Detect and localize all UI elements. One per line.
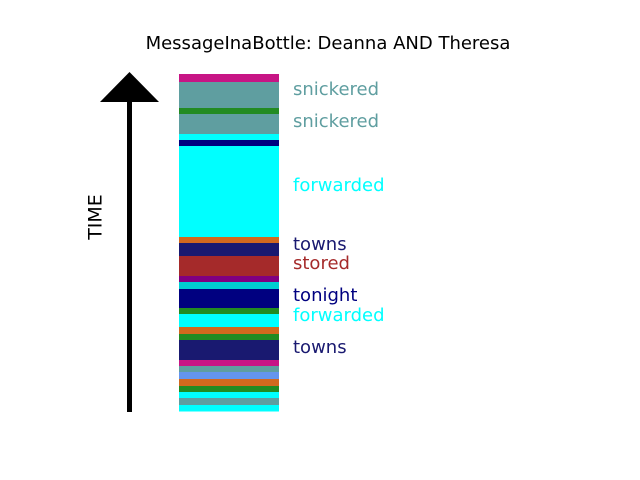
event-label: forwarded bbox=[293, 175, 385, 196]
timeline-segment bbox=[179, 146, 279, 238]
timeline-segment bbox=[179, 82, 279, 109]
timeline-segment bbox=[179, 372, 279, 380]
timeline-segment bbox=[179, 243, 279, 257]
timeline-segment bbox=[179, 334, 279, 341]
timeline-segment bbox=[179, 405, 279, 412]
timeline-segment bbox=[179, 114, 279, 135]
timeline-segment bbox=[179, 74, 279, 83]
time-axis-label: TIME bbox=[85, 194, 107, 241]
timeline-segment bbox=[179, 140, 279, 147]
event-label: snickered bbox=[293, 79, 379, 100]
timeline-segment bbox=[179, 108, 279, 115]
timeline-segment bbox=[179, 256, 279, 277]
timeline-segment bbox=[179, 392, 279, 399]
time-axis-arrowhead bbox=[100, 72, 159, 102]
timeline-bar bbox=[179, 74, 279, 412]
timeline-segment bbox=[179, 366, 279, 373]
timeline-segment bbox=[179, 282, 279, 290]
timeline-segment bbox=[179, 308, 279, 315]
timeline-segment bbox=[179, 379, 279, 387]
timeline-segment bbox=[179, 360, 279, 367]
timeline-segment bbox=[179, 340, 279, 361]
event-label: forwarded bbox=[293, 305, 385, 326]
time-axis-shaft bbox=[127, 98, 132, 412]
timeline-segment bbox=[179, 289, 279, 309]
event-label: tonight bbox=[293, 285, 357, 306]
event-label: towns bbox=[293, 337, 347, 358]
timeline-segment bbox=[179, 276, 279, 283]
timeline-segment bbox=[179, 314, 279, 328]
timeline-segment bbox=[179, 134, 279, 141]
timeline-segment bbox=[179, 237, 279, 244]
event-label: snickered bbox=[293, 111, 379, 132]
timeline-segment bbox=[179, 327, 279, 335]
time-axis: TIME bbox=[85, 72, 159, 412]
timeline-segment bbox=[179, 398, 279, 406]
event-label: stored bbox=[293, 253, 350, 274]
event-label: towns bbox=[293, 234, 347, 255]
event-labels: snickeredsnickeredforwardedtownsstoredto… bbox=[293, 79, 385, 358]
chart-title: MessageInaBottle: Deanna AND Theresa bbox=[146, 33, 511, 54]
timeline-segment bbox=[179, 386, 279, 393]
